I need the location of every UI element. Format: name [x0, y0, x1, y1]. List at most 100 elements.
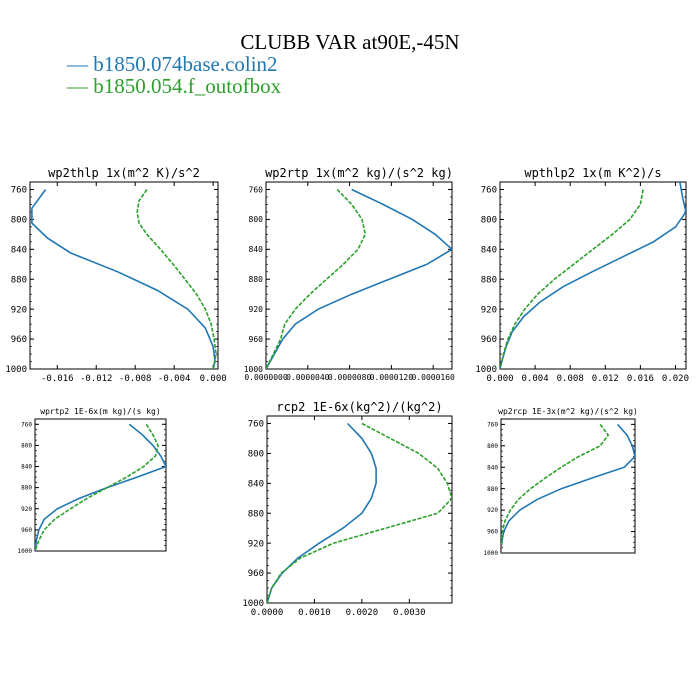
plot-frame	[500, 418, 636, 554]
x-tick-label: 0.0000040	[286, 373, 330, 382]
y-tick-label: 760	[21, 421, 32, 428]
chart-title: CLUBB VAR at90E,-45N	[240, 30, 460, 54]
panel-title: wprtp2 1E-6x(m kg)/(s kg)	[40, 407, 160, 416]
x-tick-label: -0.004	[158, 374, 191, 384]
panel-title: wp2rcp 1E-3x(m^2 kg)/(s^2 kg)	[498, 407, 638, 416]
x-tick-label: 0.016	[627, 374, 654, 384]
y-tick-label: 800	[248, 450, 264, 460]
series-line-1	[501, 423, 610, 553]
series-line-1	[266, 188, 367, 369]
x-tick-label: 0.020	[662, 374, 689, 384]
x-tick-label: -0.012	[80, 374, 113, 384]
chart-panel-1: wp2rtp 1x(m^2 kg)/(s^2 kg)760 800 840 880 92…	[244, 166, 455, 382]
y-tick-label: 840	[481, 245, 497, 255]
x-tick-label: 0.008	[557, 374, 584, 384]
y-tick-label: 840	[487, 464, 498, 471]
y-tick-label: 920	[11, 305, 27, 315]
series-line-1	[35, 423, 159, 551]
y-tick-label: 800	[249, 215, 264, 224]
series-line-1	[136, 189, 217, 369]
y-tick-label: 1000	[242, 599, 264, 609]
series-line-0	[31, 189, 216, 369]
y-tick-label: 960	[481, 335, 497, 345]
legend-swatch: —	[67, 74, 94, 98]
y-tick-label: 800	[11, 216, 27, 226]
y-tick-label: 760	[481, 186, 497, 196]
x-tick-label: 0.0020	[346, 608, 379, 618]
y-tick-label: 960	[21, 527, 32, 534]
y-tick-label: 1000	[5, 365, 27, 375]
series-line-0	[500, 182, 686, 369]
y-tick-label: 960	[487, 529, 498, 536]
x-tick-label: 0.012	[592, 374, 619, 384]
plot-frame	[29, 181, 219, 370]
y-tick-label: 920	[487, 507, 498, 514]
x-tick-label: 0.0000120	[370, 373, 414, 382]
series-line-1	[267, 422, 452, 603]
y-tick-label: 1000	[244, 365, 263, 374]
y-tick-label: 920	[248, 539, 264, 549]
chart-panel-3: wprtp2 1E-6x(m kg)/(s kg) 760 800 840 880 920…	[18, 407, 167, 555]
panel-title: wp2thlp 1x(m^2 K)/s^2	[48, 166, 200, 180]
plot-frame	[34, 418, 167, 552]
y-tick-label: 880	[21, 485, 32, 492]
x-tick-label: 0.0000	[251, 608, 284, 618]
panel-title: wpthlp2 1x(m K^2)/s	[524, 166, 661, 180]
x-tick-label: -0.008	[119, 374, 152, 384]
y-tick-label: 840	[249, 245, 264, 254]
x-tick-label: 0.0000160	[412, 373, 456, 382]
x-tick-label: 0.000	[486, 374, 513, 384]
y-tick-label: 800	[481, 216, 497, 226]
x-tick-label: -0.016	[41, 374, 74, 384]
y-tick-label: 840	[11, 245, 27, 255]
x-tick-label: 0.004	[522, 374, 549, 384]
x-tick-label: 0.0030	[393, 608, 426, 618]
legend-swatch: —	[67, 52, 94, 76]
y-tick-label: 760	[248, 420, 264, 430]
legend-label: b1850.074base.colin2	[93, 52, 278, 76]
y-tick-label: 920	[481, 305, 497, 315]
y-tick-label: 760	[11, 186, 27, 196]
y-tick-label: 960	[11, 335, 27, 345]
chart-panel-5: wp2rcp 1E-3x(m^2 kg)/(s^2 kg)760 800 840 88…	[484, 407, 638, 557]
y-tick-label: 920	[21, 506, 32, 513]
series-line-0	[267, 422, 377, 603]
chart-panel-2: wpthlp2 1x(m K^2)/s 760 800 840 880 920 960 100…	[475, 166, 689, 384]
series-line-0	[266, 188, 452, 369]
chart-panel-0: wp2thlp 1x(m^2 K)/s^2 760 800 840 880 920 960 1…	[5, 166, 226, 384]
legend-entry-base: — b1850.074base.colin2	[67, 52, 278, 77]
series-line-0	[501, 423, 635, 553]
y-tick-label: 880	[249, 275, 264, 284]
y-tick-label: 840	[21, 464, 32, 471]
legend-label: b1850.054.f_outofbox	[93, 74, 282, 98]
y-tick-label: 840	[248, 479, 264, 489]
legend-entry-outofbox: — b1850.054.f_outofbox	[67, 74, 281, 99]
plot-frame	[499, 181, 687, 370]
y-tick-label: 920	[249, 305, 264, 314]
y-tick-label: 760	[487, 421, 498, 428]
y-tick-label: 880	[248, 509, 264, 519]
x-tick-label: 0.0010	[298, 608, 331, 618]
y-tick-label: 1000	[475, 365, 497, 375]
y-tick-label: 960	[248, 569, 264, 579]
plot-frame	[266, 415, 453, 604]
y-tick-label: 960	[249, 335, 264, 344]
y-tick-label: 800	[487, 443, 498, 450]
plot-frame	[265, 181, 453, 370]
panel-title: wp2rtp 1x(m^2 kg)/(s^2 kg)	[265, 166, 453, 180]
chart-panel-4: rcp2 1E-6x(kg^2)/(kg^2) 760 800 840 880 920 96…	[242, 400, 453, 618]
x-tick-label: 0.0000080	[328, 373, 372, 382]
y-tick-label: 760	[249, 185, 264, 194]
y-tick-label: 880	[11, 275, 27, 285]
y-tick-label: 800	[21, 443, 32, 450]
series-line-0	[35, 423, 166, 551]
y-tick-label: 1000	[484, 550, 499, 557]
x-tick-label: 0.000	[200, 374, 227, 384]
x-tick-label: 0.0000000	[244, 373, 288, 382]
y-tick-label: 880	[487, 486, 498, 493]
y-tick-label: 1000	[18, 548, 33, 555]
y-tick-label: 880	[481, 275, 497, 285]
panel-title: rcp2 1E-6x(kg^2)/(kg^2)	[276, 400, 442, 414]
series-line-1	[500, 189, 644, 369]
